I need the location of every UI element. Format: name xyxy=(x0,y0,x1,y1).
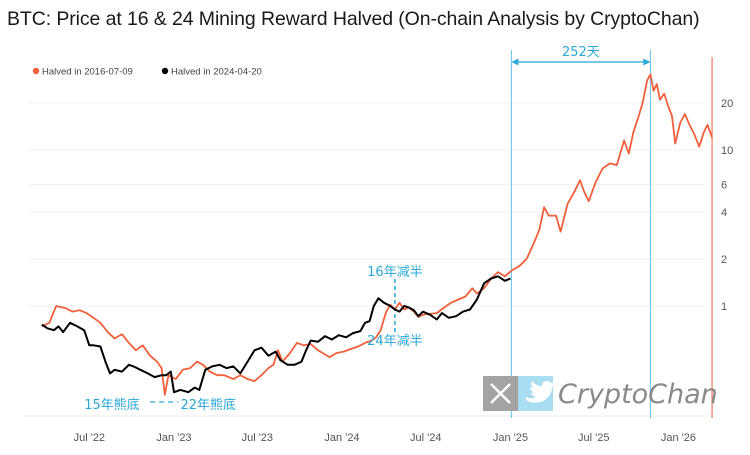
legend-label: Halved in 2024-04-20 xyxy=(171,67,262,78)
legend-marker-1 xyxy=(161,67,169,75)
legend-label: Halved in 2016-07-09 xyxy=(42,67,133,78)
series-line-halved-2024 xyxy=(41,275,511,394)
x-tick-label: Jul '23 xyxy=(242,432,273,444)
watermark: CryptoChan xyxy=(483,376,718,411)
y-tick-label: 4 xyxy=(721,207,727,219)
series-line-halved-2016 xyxy=(41,73,713,396)
bear-bottom-2022-label: 22年熊底 xyxy=(180,397,236,413)
x-tick-label: Jan '26 xyxy=(661,432,696,444)
y-axis: 1 2 4 6 10 20 xyxy=(721,98,733,313)
y-tick-label: 6 xyxy=(721,180,727,192)
halving-2016-label: 16年减半 xyxy=(367,265,423,280)
x-tick-label: Jan '23 xyxy=(156,432,191,444)
watermark-text: CryptoChan xyxy=(558,379,718,410)
bear-bottom-2015-label: 15年熊底 xyxy=(84,397,140,413)
x-tick-label: Jan '25 xyxy=(493,432,528,444)
legend: Halved in 2016-07-09 Halved in 2024-04-20 xyxy=(32,67,262,78)
x-tick-label: Jul '25 xyxy=(578,432,609,444)
legend-marker-0 xyxy=(32,67,40,75)
arrow-left-icon xyxy=(511,58,519,66)
y-tick-label: 10 xyxy=(721,145,733,157)
x-axis: Jul '22 Jan '23 Jul '23 Jan '24 Jul '24 Jan '… xyxy=(74,432,696,444)
series-layer xyxy=(41,73,713,396)
y-tick-label: 2 xyxy=(721,254,727,266)
halving-2024-label: 24年减半 xyxy=(367,334,423,349)
annotation-labels: 252天 16年减半 24年减半 15年熊底 22年熊底 xyxy=(84,45,600,413)
grid xyxy=(24,102,710,417)
span-label: 252天 xyxy=(562,45,600,60)
twitter-bird-icon xyxy=(526,381,555,403)
x-tick-label: Jul '24 xyxy=(410,432,441,444)
annotation-lines xyxy=(150,50,713,418)
chart-title: BTC: Price at 16 & 24 Mining Reward Halv… xyxy=(7,8,700,30)
x-logo-icon xyxy=(490,383,511,404)
y-tick-label: 1 xyxy=(721,301,727,313)
x-tick-label: Jan '24 xyxy=(324,432,359,444)
x-tick-label: Jul '22 xyxy=(74,432,105,444)
arrow-right-icon xyxy=(643,58,651,66)
y-tick-label: 20 xyxy=(721,98,733,110)
